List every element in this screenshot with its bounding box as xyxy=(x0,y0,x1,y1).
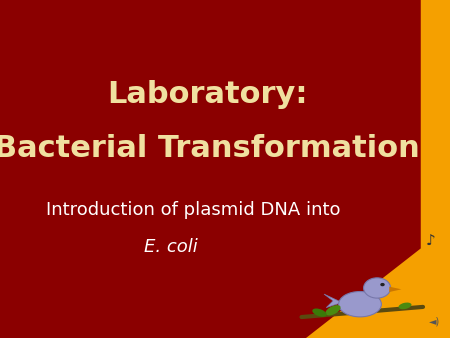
Text: Bacterial Transformation: Bacterial Transformation xyxy=(0,134,420,163)
Text: ◄): ◄) xyxy=(428,316,440,326)
Text: Introduction of plasmid DNA into: Introduction of plasmid DNA into xyxy=(46,200,341,219)
Text: ♪: ♪ xyxy=(426,234,436,249)
Polygon shape xyxy=(0,0,421,338)
Circle shape xyxy=(380,283,385,286)
Circle shape xyxy=(364,278,391,298)
Text: Laboratory:: Laboratory: xyxy=(107,80,307,109)
Ellipse shape xyxy=(312,309,327,317)
Ellipse shape xyxy=(399,303,411,309)
Text: E. coli: E. coli xyxy=(144,238,198,256)
Ellipse shape xyxy=(325,305,341,315)
Ellipse shape xyxy=(338,291,382,317)
Polygon shape xyxy=(389,287,401,292)
Polygon shape xyxy=(324,294,342,308)
